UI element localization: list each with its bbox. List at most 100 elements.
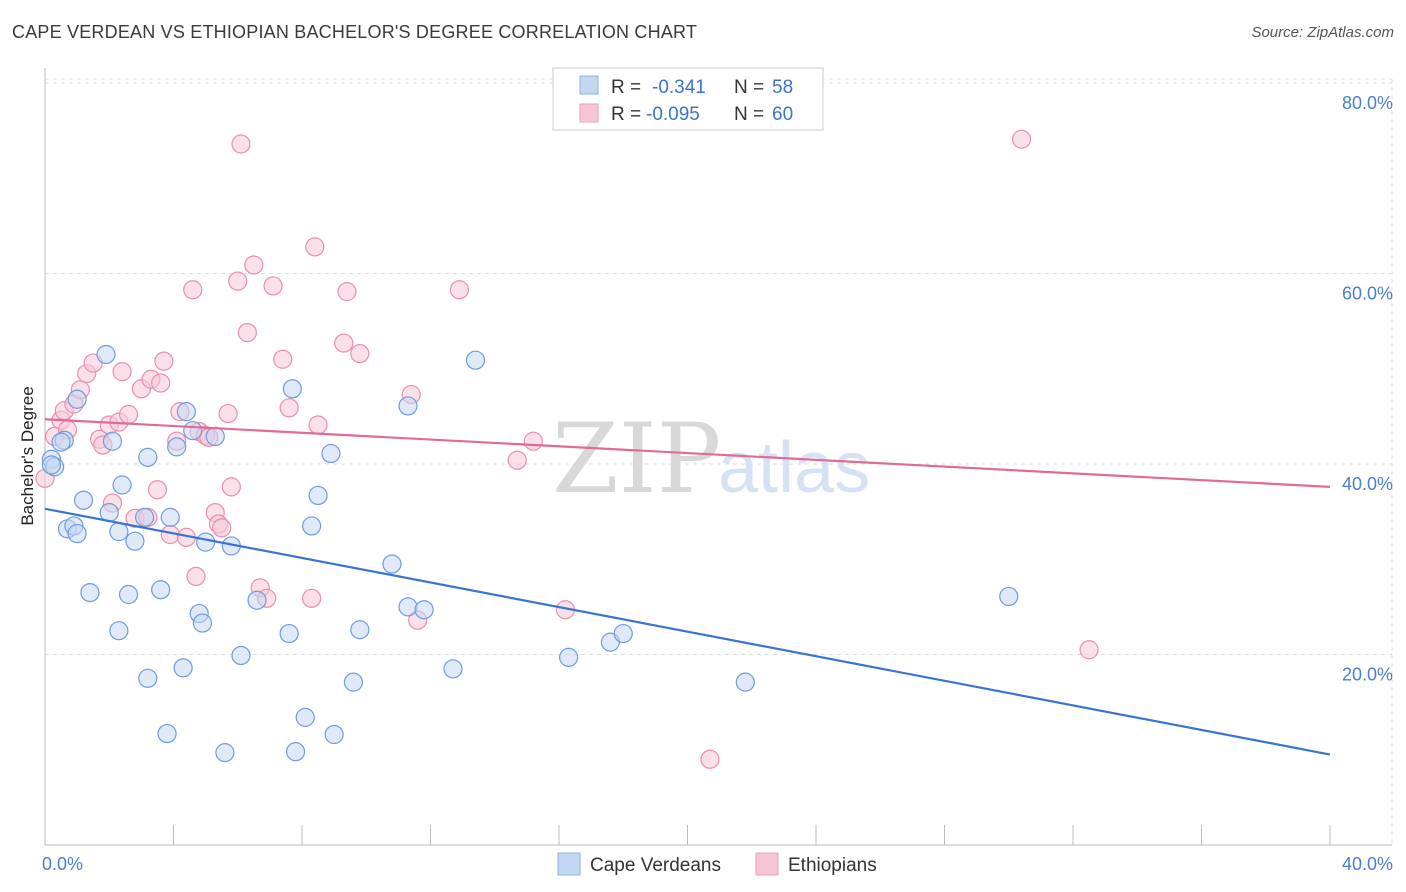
x-tick-label-min: 0.0% bbox=[42, 854, 83, 874]
series-legend: Cape Verdeans Ethiopians bbox=[557, 852, 877, 876]
legend-n-value-2: 60 bbox=[772, 104, 793, 125]
legend-swatch-pink bbox=[579, 103, 599, 123]
x-tick-labels: 0.0% 40.0% bbox=[42, 854, 1393, 874]
ethiopians-point-60 bbox=[1079, 640, 1099, 660]
cape-verdeans-point-51 bbox=[559, 647, 579, 667]
cape-verdeans-point-29 bbox=[196, 532, 216, 552]
ethiopians-point-59 bbox=[1011, 129, 1032, 149]
cape-verdeans-point-42 bbox=[324, 724, 344, 745]
ethiopians-point-36 bbox=[221, 477, 241, 497]
cape-verdeans-point-37 bbox=[285, 742, 306, 762]
ethiopians-point-48 bbox=[308, 415, 328, 435]
cape-verdeans-point-57 bbox=[51, 432, 71, 452]
cape-verdeans-point-8 bbox=[67, 389, 87, 409]
y-tick-label-40: 40.0% bbox=[1342, 474, 1393, 494]
ethiopians-point-43 bbox=[263, 276, 283, 296]
ethiopians-point-46 bbox=[302, 588, 322, 608]
ethiopians-point-45 bbox=[279, 398, 299, 418]
legend-swatch-blue bbox=[579, 75, 599, 95]
cape-verdeans-point-23 bbox=[138, 668, 158, 688]
cape-verdeans-point-56 bbox=[41, 455, 62, 475]
cape-verdeans-point-15 bbox=[109, 621, 129, 641]
cape-verdeans-point-30 bbox=[205, 426, 225, 447]
ethiopians-point-55 bbox=[507, 450, 527, 470]
cape-verdeans-point-16 bbox=[102, 431, 123, 451]
cape-verdeans-point-48 bbox=[414, 600, 434, 620]
cape-verdeans-point-18 bbox=[138, 447, 158, 467]
ethiopians-point-28 bbox=[186, 566, 206, 587]
ethiopians-point-35 bbox=[218, 403, 238, 424]
watermark-zip: ZIP bbox=[552, 403, 721, 515]
y-tick-label-60: 60.0% bbox=[1342, 284, 1393, 304]
cape-verdeans-point-50 bbox=[465, 350, 486, 370]
cape-verdeans-point-47 bbox=[398, 597, 418, 617]
cape-verdeans-trend-line bbox=[44, 507, 1331, 756]
legend-r-label-1: R = bbox=[611, 77, 641, 98]
cape-verdeans-point-24 bbox=[173, 658, 193, 678]
cape-verdeans-point-25 bbox=[176, 402, 196, 422]
ethiopians-point-15 bbox=[118, 404, 139, 425]
series-legend-swatch-ethiopians bbox=[755, 852, 779, 876]
source-label: Source: ZipAtlas.com bbox=[1251, 24, 1394, 41]
ethiopians-point-40 bbox=[244, 255, 264, 275]
ethiopians-point-22 bbox=[154, 351, 174, 371]
y-tick-label-20: 20.0% bbox=[1342, 665, 1393, 685]
ethiopians-point-49 bbox=[337, 282, 357, 302]
cape-verdeans-point-21 bbox=[160, 507, 180, 527]
cape-verdeans-point-11 bbox=[109, 522, 129, 542]
trend-lines bbox=[44, 418, 1331, 756]
x-tick-label-max: 40.0% bbox=[1342, 854, 1393, 874]
cape-verdeans-point-39 bbox=[302, 516, 322, 536]
chart-title: CAPE VERDEAN VS ETHIOPIAN BACHELOR'S DEG… bbox=[12, 22, 698, 42]
ethiopians-point-50 bbox=[334, 333, 354, 353]
cape-verdeans-point-49 bbox=[443, 659, 463, 679]
cape-verdeans-point-33 bbox=[231, 645, 251, 666]
ethiopians-point-44 bbox=[273, 349, 293, 369]
cape-verdeans-point-35 bbox=[279, 623, 299, 644]
cape-verdeans-point-22 bbox=[167, 437, 187, 457]
ethiopians-point-56 bbox=[523, 431, 543, 451]
ethiopians-point-51 bbox=[350, 343, 370, 364]
cape-verdeans-point-5 bbox=[67, 523, 87, 544]
cape-verdeans-point-34 bbox=[247, 590, 267, 610]
series-legend-ethiopians: Ethiopians bbox=[788, 855, 877, 876]
ethiopians-point-39 bbox=[237, 322, 257, 343]
ethiopians-point-47 bbox=[305, 237, 325, 257]
watermark-atlas: atlas bbox=[718, 428, 870, 508]
cape-verdeans-point-31 bbox=[215, 743, 235, 763]
watermark: ZIP atlas bbox=[552, 403, 870, 515]
cape-verdeans-point-38 bbox=[295, 707, 315, 727]
legend-r-label-2: R = bbox=[611, 104, 641, 125]
legend-n-label-1: N = bbox=[734, 77, 764, 98]
cape-verdeans-point-44 bbox=[350, 620, 370, 640]
cape-verdeans-point-19 bbox=[151, 580, 171, 600]
cape-verdeans-point-53 bbox=[613, 623, 633, 644]
series-legend-cape-verdeans: Cape Verdeans bbox=[590, 855, 721, 876]
cape-verdeans-point-7 bbox=[80, 583, 100, 603]
ethiopians-point-27 bbox=[183, 280, 203, 300]
legend-r-value-1: -0.341 bbox=[652, 77, 706, 98]
y-tick-label-80: 80.0% bbox=[1342, 93, 1393, 113]
cape-verdeans-point-14 bbox=[125, 531, 145, 551]
cape-verdeans-point-9 bbox=[96, 344, 116, 365]
ethiopians-point-20 bbox=[147, 480, 168, 500]
cape-verdeans-point-12 bbox=[112, 475, 132, 495]
ethiopians-point-21 bbox=[151, 373, 171, 393]
correlation-legend: R = -0.341 N = 58 R = -0.095 N = 60 bbox=[552, 67, 824, 131]
cape-verdeans-point-6 bbox=[73, 490, 94, 510]
cape-verdeans-point-26 bbox=[183, 421, 203, 441]
ethiopians-point-14 bbox=[112, 362, 132, 382]
cape-verdeans-point-45 bbox=[382, 554, 402, 574]
ethiopians-trend-line bbox=[44, 418, 1331, 488]
legend-r-value-2: -0.095 bbox=[646, 104, 700, 125]
y-tick-labels: 20.0% 40.0% 60.0% 80.0% bbox=[1342, 93, 1393, 684]
ethiopians-point-38 bbox=[231, 134, 251, 154]
cape-verdeans-point-54 bbox=[735, 672, 755, 692]
cape-verdeans-point-20 bbox=[157, 723, 177, 744]
cape-verdeans-point-43 bbox=[343, 672, 363, 692]
cape-verdeans-point-55 bbox=[999, 586, 1019, 607]
legend-n-label-2: N = bbox=[734, 104, 764, 125]
y-axis-label: Bachelor's Degree bbox=[18, 386, 37, 525]
ethiopians-point-37 bbox=[228, 271, 248, 291]
cape-verdeans-point-17 bbox=[134, 507, 155, 527]
